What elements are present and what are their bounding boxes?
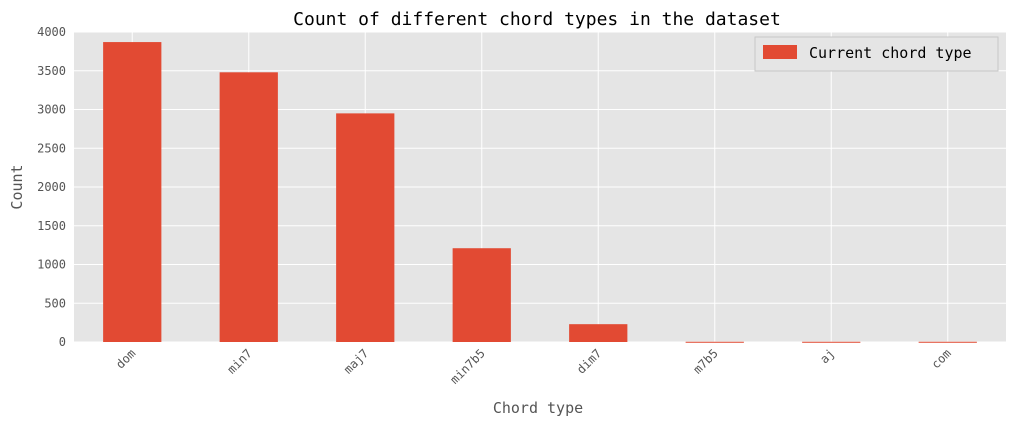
chart-title: Count of different chord types in the da… <box>293 9 781 30</box>
x-tick-label-min7b5: min7b5 <box>447 346 488 387</box>
bar-com <box>918 341 977 343</box>
legend-box <box>754 36 999 72</box>
bar-m7b5 <box>685 341 744 343</box>
x-tick-label-com: com <box>929 346 954 371</box>
x-tick-label-dom: dom <box>113 346 138 371</box>
y-tick-label-4: 2000 <box>37 180 66 194</box>
y-tick-label-5: 2500 <box>37 141 66 155</box>
legend-label: Current chord type <box>809 44 972 62</box>
x-axis-label: Chord type <box>493 399 583 417</box>
legend-swatch <box>763 45 797 59</box>
bar-dim7 <box>569 324 628 342</box>
bar-min7b5 <box>452 248 511 342</box>
y-tick-label-0: 0 <box>59 335 66 349</box>
legend: Current chord type <box>754 36 999 72</box>
x-tick-label-dim7: dim7 <box>574 346 604 376</box>
x-axis-ticks: dom min7 maj7 min7b5 dim7 m7b5 aj com <box>113 346 954 387</box>
bar-maj7 <box>336 113 395 342</box>
y-tick-label-2: 1000 <box>37 258 66 272</box>
y-tick-label-8: 4000 <box>37 25 66 39</box>
x-tick-label-aj: aj <box>817 346 837 366</box>
y-tick-label-3: 1500 <box>37 219 66 233</box>
bar-min7 <box>219 72 278 343</box>
x-tick-label-min7: min7 <box>225 346 255 376</box>
y-axis-ticks: 0 500 1000 1500 2000 2500 3000 3500 4000 <box>37 25 66 349</box>
y-tick-label-6: 3000 <box>37 103 66 117</box>
y-tick-label-7: 3500 <box>37 64 66 78</box>
x-tick-label-m7b5: m7b5 <box>691 346 721 376</box>
bar-aj <box>802 341 861 343</box>
x-tick-label-maj7: maj7 <box>341 346 371 376</box>
y-tick-label-1: 500 <box>44 296 66 310</box>
bars <box>103 42 977 343</box>
bar-dom <box>103 42 162 342</box>
y-axis-label: Count <box>8 164 26 209</box>
